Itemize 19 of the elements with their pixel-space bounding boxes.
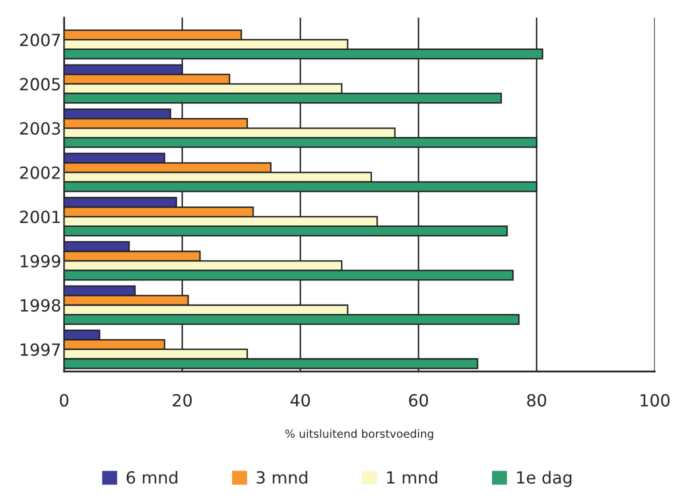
legend-label: 1 mnd: [387, 470, 438, 484]
x-tick-label: 100: [640, 394, 670, 407]
y-tick-label: 2002: [20, 166, 60, 179]
legend-label: 1e dag: [517, 470, 572, 487]
y-tick-label: 2003: [20, 122, 60, 135]
x-tick-label: 80: [527, 394, 546, 407]
x-tick-label: 20: [172, 394, 192, 407]
y-tick-label: 1997: [20, 343, 60, 356]
y-tick-label: 2001: [20, 210, 60, 224]
y-tick-label: 1998: [20, 299, 60, 312]
y-tick-label: 2007: [20, 34, 60, 46]
x-tick-label: 40: [290, 394, 310, 407]
y-tick-label: 2005: [20, 78, 60, 90]
x-tick-label: 0: [60, 394, 68, 407]
x-axis-title: % uitsluitend borstvoeding: [285, 429, 434, 440]
y-tick-label: 1999: [20, 254, 60, 268]
x-tick-label: 60: [409, 394, 428, 407]
legend-label: 3 mnd: [256, 470, 308, 484]
legend-label: 6 mnd: [126, 470, 178, 484]
